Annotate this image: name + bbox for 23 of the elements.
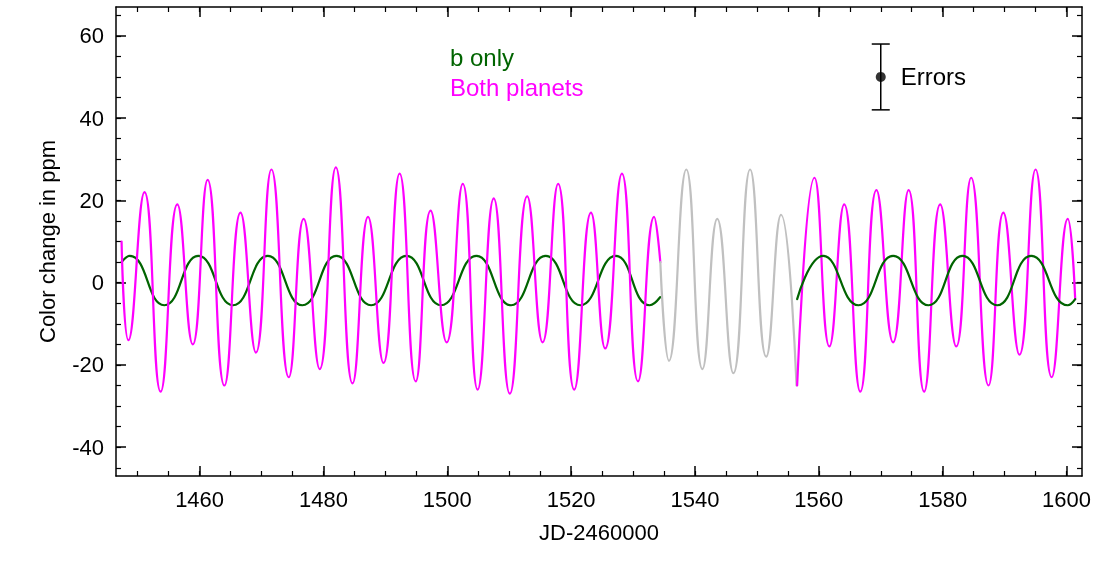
x-tick-label: 1540 (670, 486, 720, 512)
y-axis-title: Color change in ppm (34, 139, 60, 344)
y-tick-label: -20 (72, 352, 104, 378)
y-tick-label: 40 (79, 105, 104, 131)
x-tick-label: 1580 (918, 486, 968, 512)
line-series (120, 254, 662, 307)
annotation: Errors (900, 63, 967, 91)
x-tick-label: 1560 (794, 486, 844, 512)
y-tick-label: 20 (79, 187, 104, 213)
x-axis-title: JD-2460000 (539, 519, 659, 545)
line-series (659, 168, 798, 387)
y-tick-label: 0 (91, 270, 104, 296)
y-tick-label: -40 (72, 434, 104, 460)
x-tick-label: 1600 (1042, 486, 1091, 512)
x-tick-label: 1520 (546, 486, 596, 512)
text: Both planets (450, 73, 584, 101)
y-tick-label: 60 (79, 23, 104, 49)
x-tick-label: 1480 (298, 486, 348, 512)
line-series (796, 168, 1077, 393)
x-tick-label: 1460 (175, 486, 225, 512)
x-tick-label: 1500 (422, 486, 472, 512)
text: b only (450, 43, 515, 71)
line-series (120, 166, 662, 395)
